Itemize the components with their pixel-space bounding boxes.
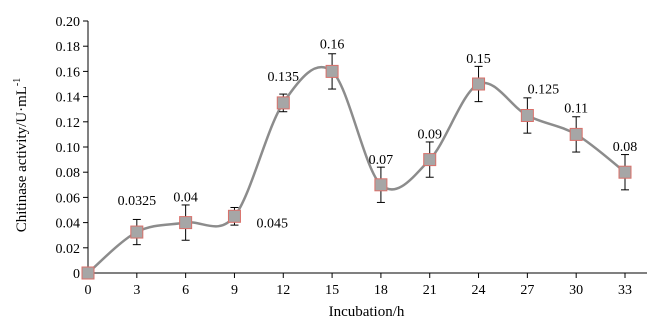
y-ticks: 0 0.02 0.04 0.06 0.08 0.10 0.12 0.14 0.16 0.18 0.2… bbox=[56, 15, 88, 282]
data-point-marker bbox=[227, 209, 241, 223]
data-label: 0.16 bbox=[320, 37, 345, 52]
x-tick-label: 9 bbox=[231, 283, 238, 298]
y-axis-title-text: Chitinase activity/U·mL bbox=[14, 86, 30, 232]
data-point-marker bbox=[276, 96, 290, 110]
data-label: 0.04 bbox=[173, 191, 198, 206]
y-tick-label: 0.08 bbox=[56, 166, 81, 181]
axes bbox=[87, 21, 647, 274]
data-point-marker bbox=[179, 216, 193, 230]
y-tick-label: 0.12 bbox=[56, 116, 81, 131]
x-tick-label: 0 bbox=[85, 283, 92, 298]
data-label: 0.07 bbox=[369, 153, 394, 168]
y-tick-label: 0.06 bbox=[56, 191, 81, 206]
data-labels: 0.0325 0.04 0.045 0.135 0.16 0.07 0.09 0.15 0.12… bbox=[118, 37, 638, 231]
data-markers bbox=[81, 64, 632, 280]
data-point-marker bbox=[520, 109, 534, 122]
series-line bbox=[87, 65, 626, 274]
x-tick-label: 18 bbox=[374, 283, 388, 298]
data-label: 0.135 bbox=[268, 70, 300, 85]
data-label: 0.09 bbox=[417, 128, 442, 143]
y-tick-label: 0 bbox=[73, 267, 80, 282]
x-tick-label: 3 bbox=[133, 283, 140, 298]
data-label: 0.15 bbox=[466, 52, 491, 67]
y-tick-label: 0.04 bbox=[56, 217, 81, 232]
data-point-marker bbox=[374, 178, 388, 192]
y-tick-label: 0.10 bbox=[56, 141, 81, 156]
data-label: 0.08 bbox=[613, 140, 638, 155]
data-point-marker bbox=[130, 225, 144, 239]
x-tick-label: 15 bbox=[325, 283, 339, 298]
y-axis-title: Chitinase activity/U·mL-1 bbox=[12, 78, 30, 233]
x-tick-label: 33 bbox=[618, 283, 632, 298]
y-tick-label: 0.16 bbox=[56, 65, 81, 80]
x-tick-label: 24 bbox=[472, 283, 486, 298]
x-tick-label: 27 bbox=[520, 283, 534, 298]
data-point-marker bbox=[472, 77, 486, 91]
data-point-marker bbox=[325, 64, 339, 78]
y-tick-label: 0.20 bbox=[56, 15, 81, 30]
data-label: 0.11 bbox=[564, 101, 588, 116]
data-point-marker bbox=[618, 165, 632, 179]
data-point-marker bbox=[81, 266, 95, 280]
x-tick-label: 6 bbox=[182, 283, 189, 298]
x-axis-title: Incubation/h bbox=[329, 304, 405, 320]
x-tick-label: 30 bbox=[569, 283, 583, 298]
data-label: 0.125 bbox=[528, 83, 560, 98]
x-ticks: 0 3 6 9 12 15 18 21 24 27 30 33 bbox=[85, 273, 632, 298]
x-tick-label: 21 bbox=[423, 283, 437, 298]
y-tick-label: 0.02 bbox=[56, 242, 81, 257]
data-label: 0.0325 bbox=[118, 194, 157, 209]
data-point-marker bbox=[569, 127, 583, 141]
data-label: 0.045 bbox=[256, 216, 288, 231]
y-tick-label: 0.14 bbox=[56, 91, 81, 106]
x-tick-label: 12 bbox=[276, 283, 290, 298]
y-tick-label: 0.18 bbox=[56, 40, 81, 55]
data-point-marker bbox=[423, 153, 437, 167]
y-axis-title-superscript: -1 bbox=[12, 78, 23, 86]
